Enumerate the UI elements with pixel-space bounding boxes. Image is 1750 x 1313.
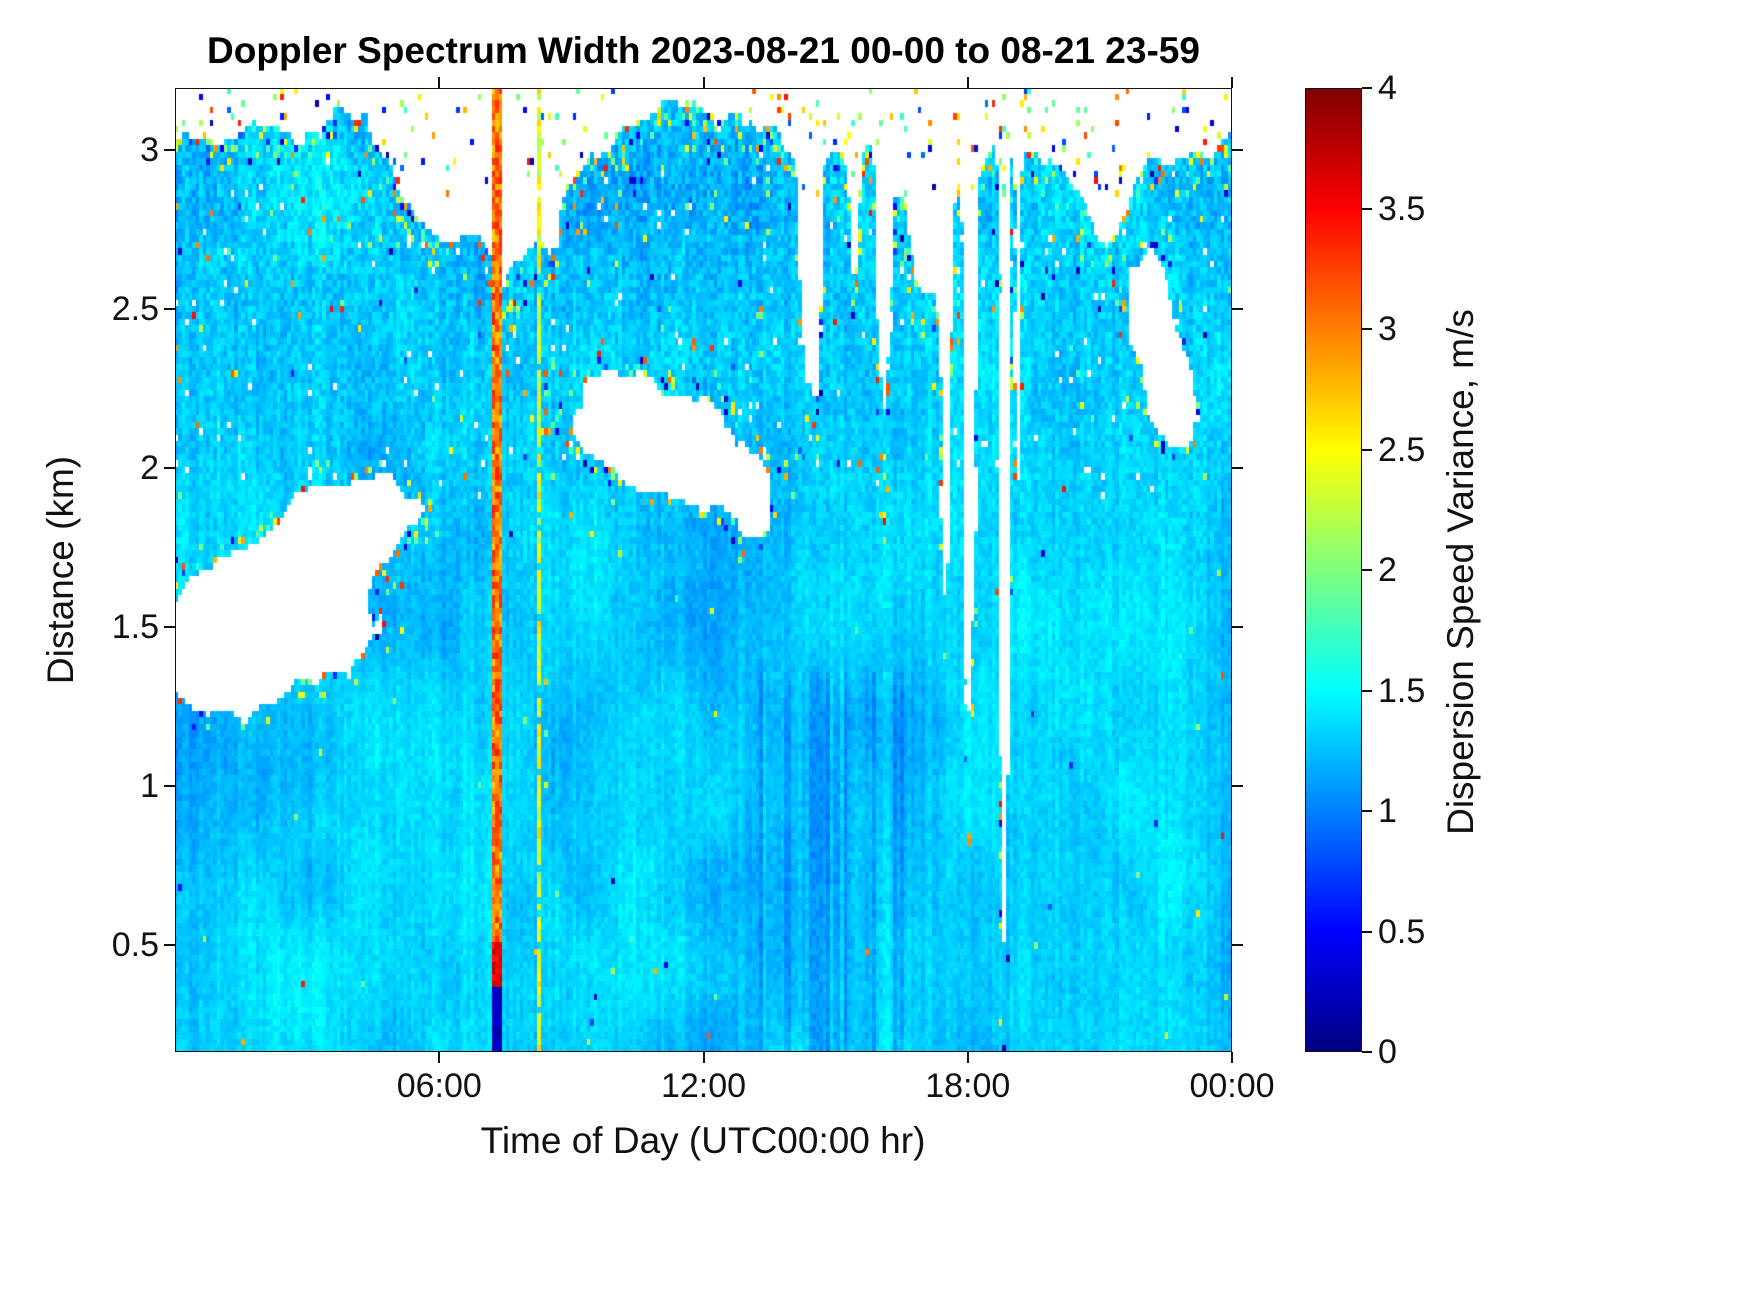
colorbar-tick-mark (1362, 930, 1372, 933)
x-tick-mark (438, 1052, 441, 1063)
colorbar-tick-mark (1362, 569, 1372, 571)
colorbar-tick-mark (1362, 1051, 1372, 1053)
colorbar-tick-label: 4 (1378, 69, 1397, 107)
y-axis-label: Distance (km) (40, 455, 81, 685)
colorbar-tick-label: 1 (1378, 792, 1397, 830)
y-tick-label: 3 (140, 131, 159, 170)
y-tick-label: 2.5 (111, 290, 159, 329)
y-tick-mark (164, 467, 175, 470)
y-tick-mark-right (1232, 626, 1243, 629)
y-tick-mark-right (1232, 785, 1243, 788)
colorbar-tick-mark (1362, 810, 1372, 812)
x-tick-mark (1231, 1052, 1233, 1063)
x-tick-mark (702, 1052, 705, 1063)
y-tick-mark (164, 785, 175, 788)
y-tick-mark (164, 944, 175, 947)
x-axis-label: Time of Day (UTC00:00 hr) (480, 1120, 926, 1161)
colorbar-tick-label: 2.5 (1378, 430, 1426, 469)
y-tick-mark (164, 149, 175, 152)
colorbar-tick-label: 3.5 (1378, 189, 1426, 228)
x-tick-label: 12:00 (660, 1067, 747, 1105)
colorbar-tick-label: 1.5 (1378, 671, 1426, 710)
y-tick-mark (164, 308, 175, 311)
y-tick-label: 2 (140, 449, 159, 488)
colorbar-gradient-canvas (1305, 88, 1362, 1052)
colorbar-tick-mark (1362, 87, 1372, 89)
y-tick-mark-right (1232, 308, 1243, 311)
x-tick-label: 00:00 (1189, 1067, 1275, 1105)
colorbar-tick-label: 3 (1378, 310, 1397, 348)
colorbar-tick-mark (1362, 448, 1372, 451)
x-tick-label: 18:00 (925, 1067, 1011, 1105)
x-tick-mark (966, 1052, 969, 1063)
y-tick-mark (164, 626, 175, 629)
x-tick-mark-top (702, 77, 705, 88)
colorbar-tick-mark (1362, 689, 1372, 692)
y-tick-label: 1 (140, 767, 159, 806)
heatmap-canvas (175, 88, 1232, 1052)
y-tick-label: 1.5 (111, 608, 159, 647)
y-tick-mark-right (1232, 149, 1243, 152)
colorbar-tick-mark (1362, 328, 1372, 330)
colorbar-tick-mark (1362, 207, 1372, 210)
y-tick-mark-right (1232, 944, 1243, 947)
colorbar-tick-label: 0.5 (1378, 912, 1426, 951)
colorbar-tick-label: 2 (1378, 551, 1397, 589)
x-tick-label: 06:00 (396, 1067, 482, 1105)
x-tick-mark-top (1231, 77, 1233, 88)
y-tick-label: 0.5 (111, 926, 159, 965)
x-tick-mark-top (438, 77, 441, 88)
chart-title: Doppler Spectrum Width 2023-08-21 00-00 … (207, 30, 1200, 71)
y-tick-mark-right (1232, 467, 1243, 470)
x-tick-mark-top (966, 77, 969, 88)
colorbar-tick-label: 0 (1378, 1033, 1397, 1071)
